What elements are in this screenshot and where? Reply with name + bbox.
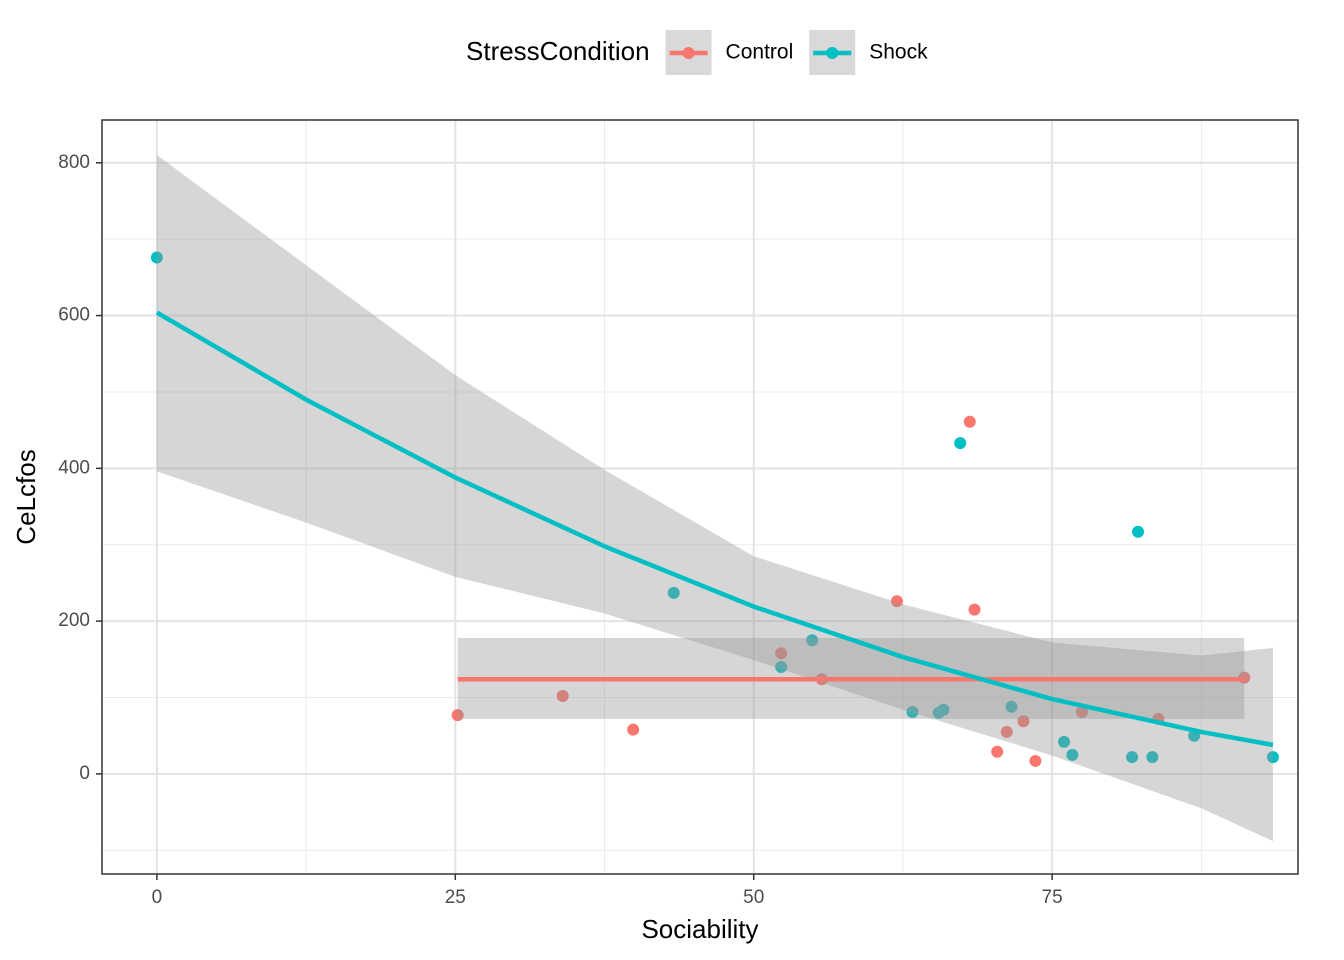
point bbox=[937, 703, 950, 716]
point bbox=[556, 690, 569, 703]
x-tick-label: 50 bbox=[743, 887, 764, 908]
point bbox=[1126, 751, 1139, 764]
point bbox=[1132, 525, 1145, 538]
fit-line bbox=[155, 310, 1274, 748]
x-tick-label: 25 bbox=[445, 887, 466, 908]
legend-label: Shock bbox=[869, 41, 928, 64]
point bbox=[1005, 700, 1018, 713]
x-axis-title: Sociability bbox=[641, 914, 758, 944]
point bbox=[775, 647, 788, 660]
point bbox=[451, 709, 464, 722]
legend-title: StressCondition bbox=[466, 36, 650, 66]
y-axis-title: CeLcfos bbox=[11, 449, 41, 544]
point bbox=[1058, 735, 1071, 748]
point bbox=[991, 745, 1004, 758]
point bbox=[1266, 751, 1279, 764]
point bbox=[1029, 754, 1042, 767]
panel-border bbox=[101, 119, 1299, 875]
legend-point bbox=[826, 47, 839, 59]
point bbox=[963, 415, 976, 428]
x-tick-label: 75 bbox=[1042, 887, 1063, 908]
point bbox=[667, 586, 680, 599]
point bbox=[954, 437, 967, 450]
y-tick-label: 200 bbox=[58, 610, 90, 631]
point bbox=[627, 723, 640, 736]
point bbox=[1017, 715, 1030, 728]
legend-label: Control bbox=[726, 41, 794, 64]
point bbox=[775, 660, 788, 673]
y-tick-label: 800 bbox=[58, 152, 90, 173]
confidence-band bbox=[156, 155, 1273, 842]
point bbox=[1000, 725, 1013, 738]
y-tick-label: 0 bbox=[79, 763, 90, 784]
legend-point bbox=[682, 47, 695, 59]
y-tick-label: 600 bbox=[58, 305, 90, 326]
point bbox=[806, 634, 819, 647]
point bbox=[1146, 751, 1159, 764]
point bbox=[1075, 706, 1088, 719]
point bbox=[890, 595, 903, 608]
point bbox=[968, 603, 981, 616]
x-tick-label: 0 bbox=[152, 887, 163, 908]
point bbox=[150, 251, 163, 264]
point bbox=[1066, 748, 1079, 761]
y-tick-label: 400 bbox=[58, 457, 90, 478]
point bbox=[906, 706, 919, 719]
